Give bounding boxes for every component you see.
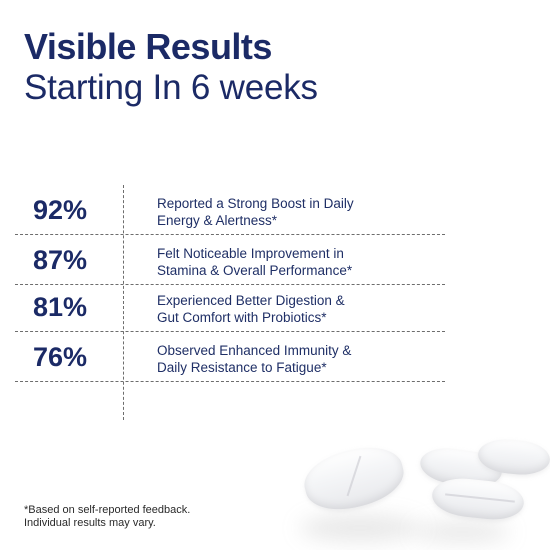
tablet-shadow bbox=[300, 515, 420, 541]
stat-percentage: 87% bbox=[33, 245, 88, 275]
headline-subtitle: Starting In 6 weeks bbox=[24, 68, 318, 107]
stat-divider bbox=[15, 234, 445, 235]
stat-description: Reported a Strong Boost in Daily Energy … bbox=[157, 196, 354, 228]
stat-row-stamina: 87% Felt Noticeable Improvement in Stami… bbox=[15, 235, 445, 285]
stat-row-digestion: 81% Experienced Better Digestion & Gut C… bbox=[15, 282, 445, 332]
stat-divider bbox=[15, 331, 445, 332]
stat-divider bbox=[15, 284, 445, 285]
tablet-icon bbox=[430, 475, 526, 523]
headline: Visible Results Starting In 6 weeks bbox=[24, 28, 524, 108]
stat-description: Felt Noticeable Improvement in Stamina &… bbox=[157, 246, 353, 278]
footnote: *Based on self-reported feedback. Indivi… bbox=[24, 504, 191, 529]
stat-row-energy: 92% Reported a Strong Boost in Daily Ene… bbox=[15, 185, 445, 235]
stats-table: 92% Reported a Strong Boost in Daily Ene… bbox=[15, 185, 445, 420]
stats-vertical-divider bbox=[123, 185, 124, 420]
stat-description: Observed Enhanced Immunity & Daily Resis… bbox=[157, 343, 352, 375]
stat-percentage: 81% bbox=[33, 292, 88, 322]
stat-divider bbox=[15, 381, 445, 382]
supplement-tablets-image bbox=[280, 430, 550, 550]
tablet-shadow bbox=[415, 522, 510, 542]
stat-percentage: 92% bbox=[33, 195, 88, 225]
headline-title: Visible Results bbox=[24, 26, 272, 67]
stat-percentage: 76% bbox=[33, 342, 88, 372]
stat-description: Experienced Better Digestion & Gut Comfo… bbox=[157, 293, 345, 325]
stat-row-immunity: 76% Observed Enhanced Immunity & Daily R… bbox=[15, 332, 445, 382]
